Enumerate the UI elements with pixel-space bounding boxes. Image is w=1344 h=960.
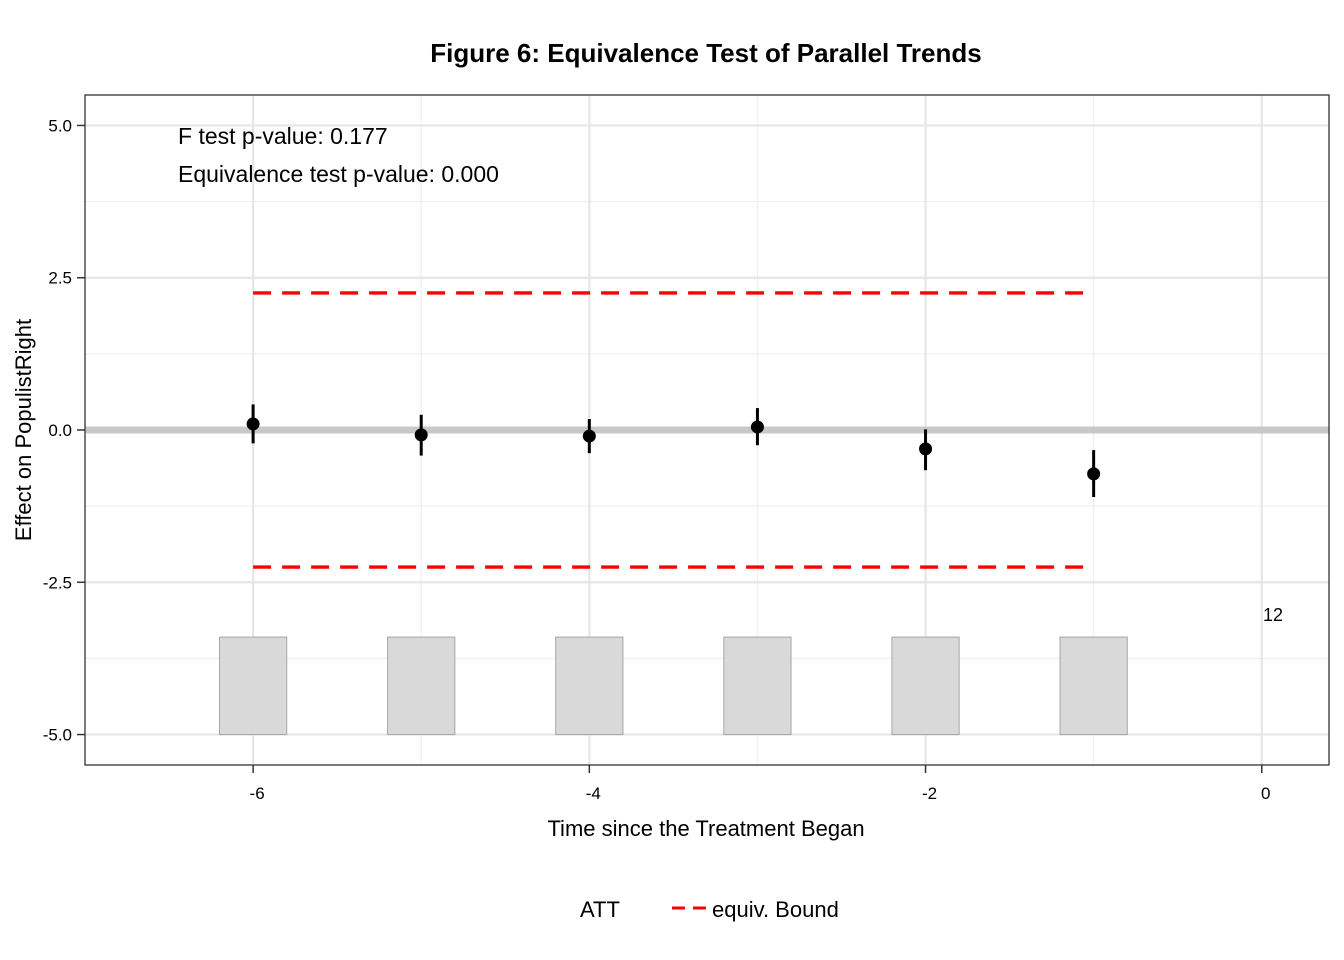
- legend-label-att: ATT: [580, 897, 620, 922]
- att-point: [1087, 467, 1101, 481]
- att-point: [414, 428, 428, 442]
- count-bar: [218, 636, 288, 736]
- count-bars: [218, 636, 1128, 736]
- count-bar: [1059, 636, 1128, 736]
- y-tick-label: -5.0: [43, 726, 72, 745]
- y-tick-label: -2.5: [43, 573, 72, 592]
- y-axis-title: Effect on PopulistRight: [11, 319, 36, 541]
- count-bar: [891, 636, 960, 736]
- att-point: [919, 442, 933, 456]
- count-bar: [723, 636, 792, 736]
- count-bar: [555, 636, 624, 736]
- x-axis: -6 -4 -2 0: [250, 765, 1270, 803]
- x-tick-label: -2: [922, 784, 937, 803]
- count-label: 12: [1263, 605, 1283, 625]
- f-test-annotation: F test p-value: 0.177: [178, 123, 388, 149]
- att-point: [750, 420, 764, 434]
- y-tick-label: 5.0: [48, 116, 72, 135]
- count-bar: [387, 636, 456, 736]
- y-tick-label: 2.5: [48, 269, 72, 288]
- x-tick-label: 0: [1261, 784, 1270, 803]
- legend-label-equiv-bound: equiv. Bound: [712, 897, 839, 922]
- att-point: [246, 417, 260, 431]
- legend: ATT equiv. Bound: [580, 897, 839, 922]
- equiv-bound-lines: [253, 291, 1094, 569]
- y-axis: -5.0 -2.5 0.0 2.5 5.0: [43, 116, 85, 745]
- chart-title: Figure 6: Equivalence Test of Parallel T…: [430, 38, 981, 68]
- x-tick-label: -4: [586, 784, 601, 803]
- x-tick-label: -6: [250, 784, 265, 803]
- att-point: [582, 429, 596, 443]
- y-tick-label: 0.0: [48, 421, 72, 440]
- att-points: [246, 404, 1101, 497]
- equivalence-test-annotation: Equivalence test p-value: 0.000: [178, 161, 499, 187]
- x-axis-title: Time since the Treatment Began: [547, 816, 864, 841]
